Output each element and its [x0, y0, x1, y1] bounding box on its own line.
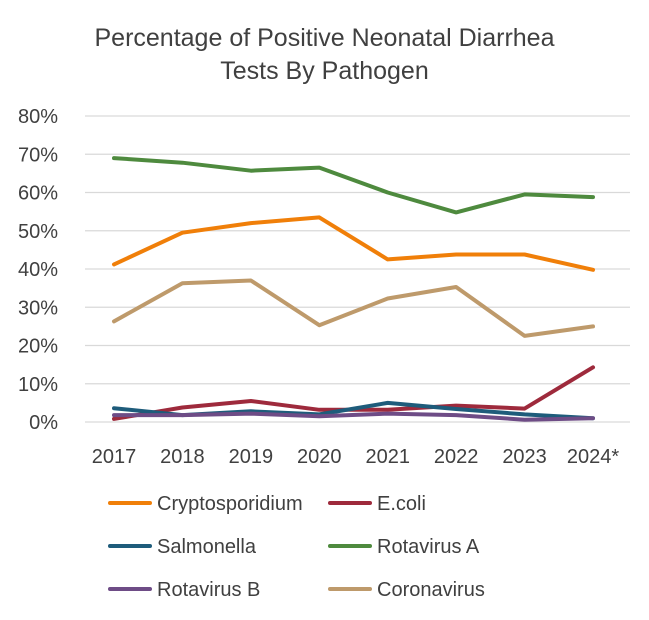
- legend-label-cryptosporidium: Cryptosporidium: [157, 493, 303, 515]
- x-tick-label: 2021: [365, 446, 410, 468]
- y-tick-label: 40%: [18, 259, 58, 281]
- series-line-rotavirus-a: [112, 156, 595, 215]
- chart-title-line-2: Tests By Pathogen: [220, 57, 429, 85]
- series-line-e-coli: [112, 365, 595, 421]
- legend: Cryptosporidium E.coli Salmonella Rotavirus…: [108, 493, 485, 601]
- y-tick-label: 0%: [29, 412, 58, 434]
- x-tick-label: 2020: [297, 446, 342, 468]
- legend-label-coronavirus: Coronavirus: [377, 579, 485, 601]
- gridlines: [85, 115, 630, 423]
- x-tick-label: 2017: [92, 446, 137, 468]
- series-line-coronavirus: [112, 278, 595, 338]
- legend-label-e-coli: E.coli: [377, 493, 426, 515]
- legend-label-rotavirus-a: Rotavirus A: [377, 536, 480, 558]
- chart-title: Percentage of Positive Neonatal Diarrhea…: [0, 22, 649, 88]
- y-axis-ticks: 0% 10% 20% 30% 40% 50% 60% 70% 80%: [18, 106, 58, 434]
- x-axis-ticks: 2017 2018 2019 2020 2021 2022 2023 2024*: [92, 446, 620, 468]
- y-tick-label: 20%: [18, 336, 58, 358]
- y-tick-label: 10%: [18, 374, 58, 396]
- x-tick-label: 2018: [160, 446, 205, 468]
- x-tick-label: 2023: [502, 446, 547, 468]
- legend-label-salmonella: Salmonella: [157, 536, 257, 558]
- y-tick-label: 60%: [18, 183, 58, 205]
- y-tick-label: 70%: [18, 144, 58, 166]
- y-tick-label: 30%: [18, 297, 58, 319]
- x-tick-label: 2024*: [567, 446, 619, 468]
- chart-title-line-1: Percentage of Positive Neonatal Diarrhea: [94, 24, 555, 52]
- x-tick-label: 2019: [229, 446, 274, 468]
- y-tick-label: 50%: [18, 221, 58, 243]
- y-tick-label: 80%: [18, 106, 58, 128]
- x-tick-label: 2022: [434, 446, 479, 468]
- legend-label-rotavirus-b: Rotavirus B: [157, 579, 260, 601]
- series-lines: [112, 156, 595, 422]
- series-line-rotavirus-b: [112, 411, 595, 422]
- series-line-cryptosporidium: [112, 215, 595, 272]
